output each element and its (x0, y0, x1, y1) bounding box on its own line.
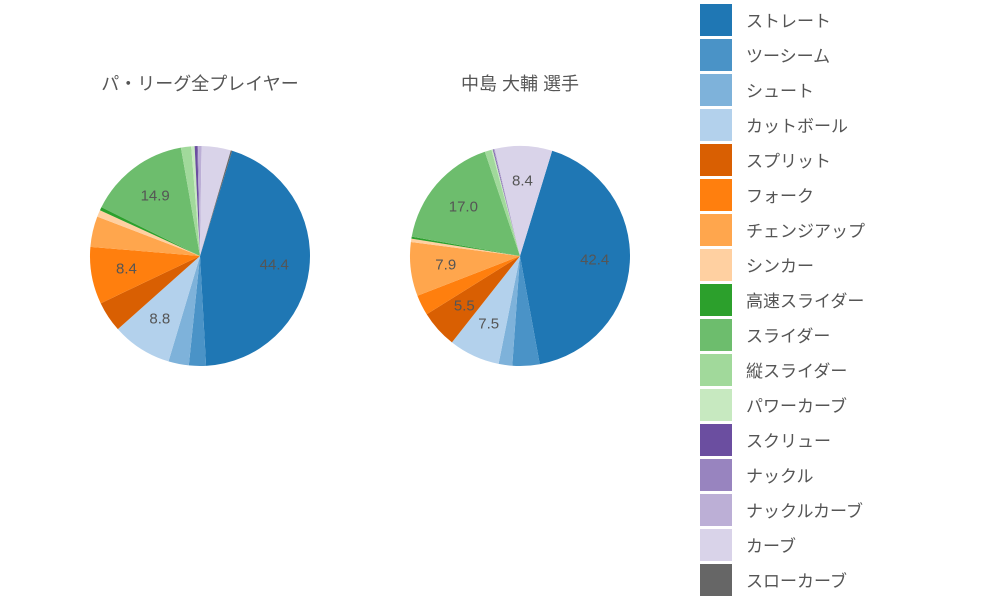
legend-label: 縦スライダー (746, 357, 847, 382)
legend-item: スローカーブ (700, 562, 980, 597)
legend-swatch (700, 249, 732, 281)
legend-item: 縦スライダー (700, 352, 980, 387)
legend-item: パワーカーブ (700, 387, 980, 422)
legend-swatch (700, 214, 732, 246)
legend-label: シンカー (746, 252, 814, 277)
legend-swatch (700, 39, 732, 71)
chart-title: パ・リーグ全プレイヤー (101, 70, 298, 96)
legend-label: カットボール (746, 112, 848, 137)
legend-swatch (700, 4, 732, 36)
legend-item: チェンジアップ (700, 212, 980, 247)
legend-item: ツーシーム (700, 37, 980, 72)
legend-item: フォーク (700, 177, 980, 212)
legend-item: ナックル (700, 457, 980, 492)
legend-label: スライダー (746, 322, 830, 347)
legend-swatch (700, 109, 732, 141)
legend-swatch (700, 529, 732, 561)
legend-swatch (700, 74, 732, 106)
legend-swatch (700, 284, 732, 316)
legend-swatch (700, 459, 732, 491)
legend-swatch (700, 494, 732, 526)
pie-chart: パ・リーグ全プレイヤー 44.48.88.414.9 (40, 70, 360, 386)
pie-wrap: 44.48.88.414.9 (70, 126, 330, 386)
legend-swatch (700, 354, 732, 386)
legend-label: ストレート (746, 7, 831, 32)
legend-label: ナックル (746, 462, 814, 487)
legend-item: ストレート (700, 2, 980, 37)
legend-item: ナックルカーブ (700, 492, 980, 527)
legend-label: 高速スライダー (746, 287, 864, 312)
legend-label: スクリュー (746, 427, 831, 452)
pie-chart: 中島 大輔 選手 42.47.55.57.917.08.4 (360, 70, 680, 386)
legend-label: パワーカーブ (746, 392, 847, 417)
legend-swatch (700, 389, 732, 421)
legend-label: フォーク (746, 182, 814, 207)
legend: ストレートツーシームシュートカットボールスプリットフォークチェンジアップシンカー… (700, 0, 980, 600)
legend-label: チェンジアップ (746, 217, 865, 242)
pie-svg (390, 126, 650, 386)
legend-swatch (700, 424, 732, 456)
chart-container: パ・リーグ全プレイヤー 44.48.88.414.9 中島 大輔 選手 42.47.5… (0, 0, 1000, 600)
pie-wrap: 42.47.55.57.917.08.4 (390, 126, 650, 386)
legend-item: シュート (700, 72, 980, 107)
legend-item: スライダー (700, 317, 980, 352)
legend-label: カーブ (746, 532, 796, 557)
legend-label: スローカーブ (746, 567, 847, 592)
legend-swatch (700, 319, 732, 351)
legend-label: ツーシーム (746, 42, 830, 67)
legend-swatch (700, 179, 732, 211)
pie-svg (70, 126, 330, 386)
legend-item: カーブ (700, 527, 980, 562)
legend-label: シュート (746, 77, 814, 102)
legend-label: ナックルカーブ (746, 497, 863, 522)
legend-swatch (700, 144, 732, 176)
legend-swatch (700, 564, 732, 596)
legend-item: カットボール (700, 107, 980, 142)
chart-title: 中島 大輔 選手 (461, 70, 579, 96)
legend-label: スプリット (746, 147, 831, 172)
legend-item: 高速スライダー (700, 282, 980, 317)
legend-item: スプリット (700, 142, 980, 177)
legend-item: シンカー (700, 247, 980, 282)
legend-item: スクリュー (700, 422, 980, 457)
